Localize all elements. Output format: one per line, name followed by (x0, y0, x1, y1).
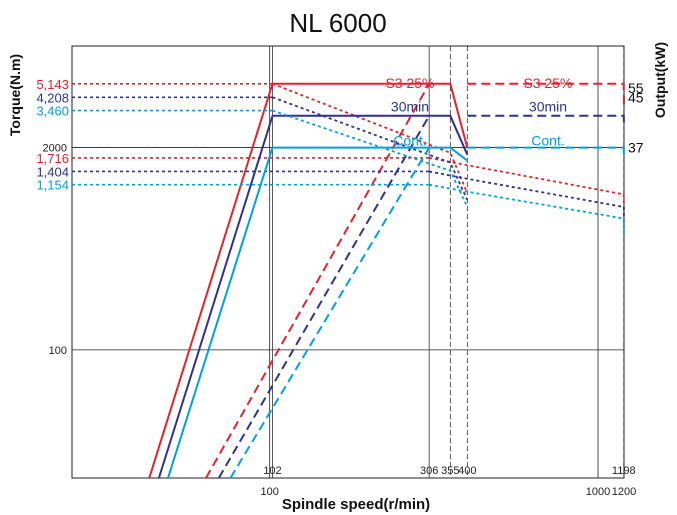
y-axis-label-right: Output(kW) (652, 42, 668, 118)
x-tick-label-1200: 1200 (612, 486, 636, 498)
y-axis-label-left: Torque(N.m) (7, 54, 23, 136)
x-marker-label-306: 306 (420, 465, 438, 477)
series-1-ramp-dashed (217, 115, 431, 479)
series-2-output-solid (272, 146, 468, 162)
y-torque-label-1404: 1,404 (36, 164, 69, 179)
y-output-label-55: 55 (628, 80, 644, 96)
series-1-ramp-solid (157, 115, 274, 479)
series-label-0-1: S3 25% (523, 75, 572, 91)
series-0-output-dashed (467, 82, 625, 108)
x-marker-label-102: 102 (263, 465, 281, 477)
series-0-torque-high-dotted (272, 82, 469, 194)
x-tick-label-100: 100 (260, 486, 278, 498)
x-tick-label-1000: 1000 (586, 486, 610, 498)
y-torque-label-1716: 1,716 (36, 151, 69, 166)
y-tick-label-2000: 2000 (43, 143, 67, 155)
x-marker-label-1198: 1198 (612, 465, 636, 477)
series-0-ramp-dashed (205, 83, 431, 479)
x-marker-label-400: 400 (458, 465, 476, 477)
series-2-torque-low-dotted (429, 183, 625, 238)
series-1-torque-high-dotted (272, 96, 469, 201)
x-marker-label-355: 355 (441, 465, 459, 477)
series-1-output-dashed (467, 114, 625, 128)
series-2-torque-high-dotted (272, 109, 469, 208)
series-2-output-dashed (467, 146, 625, 159)
series-label-2-0: Cont. (393, 133, 426, 149)
series-0-ramp-solid (148, 83, 274, 479)
series-label-1-0: 30min (391, 98, 429, 114)
series-label-1-1: 30min (529, 98, 567, 114)
series-0-output-solid (272, 82, 469, 148)
series-2-ramp-solid (167, 147, 274, 479)
y-torque-label-4208: 4,208 (36, 90, 69, 105)
chart-title: NL 6000 (289, 8, 386, 38)
x-axis-label: Spindle speed(r/min) (282, 496, 430, 513)
series-1-torque-low-dotted (429, 170, 625, 227)
y-tick-label-100: 100 (49, 345, 67, 357)
y-output-label-45: 45 (628, 89, 644, 105)
series-1-output-solid (272, 114, 469, 156)
y-torque-label-1154: 1,154 (36, 178, 69, 193)
series-label-0-0: S3 25% (385, 75, 434, 91)
y-output-label-37: 37 (628, 140, 644, 156)
series-2-ramp-dashed (229, 147, 431, 479)
y-torque-label-3460: 3,460 (36, 104, 69, 119)
series-label-2-1: Cont. (531, 133, 564, 149)
y-torque-label-5143: 5,143 (36, 77, 69, 92)
